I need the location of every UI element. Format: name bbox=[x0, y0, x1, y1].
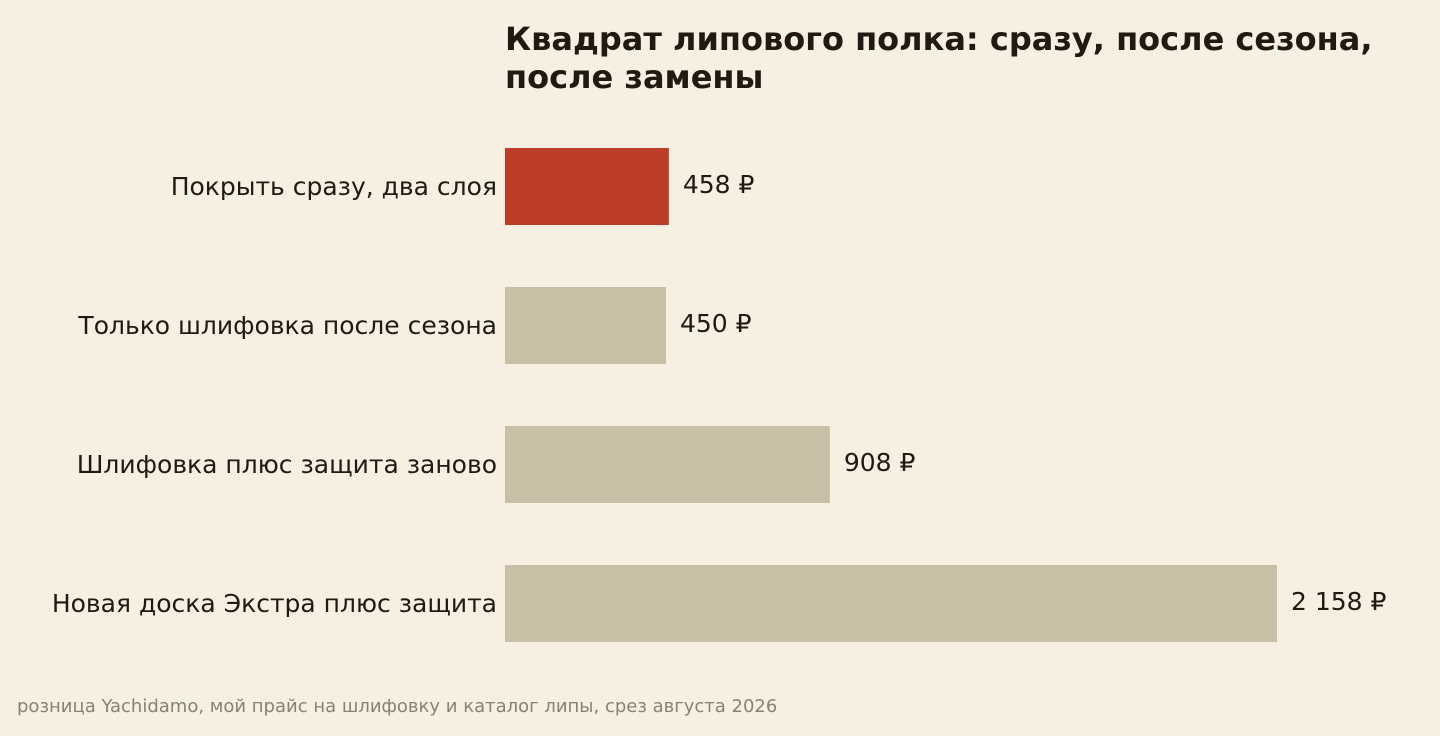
category-label: Только шлифовка после сезона bbox=[77, 311, 497, 340]
bar bbox=[505, 287, 666, 364]
chart-title: Квадрат липового полка: сразу, после сез… bbox=[505, 20, 1373, 96]
bar bbox=[505, 565, 1277, 642]
category-label: Новая доска Экстра плюс защита bbox=[52, 589, 497, 618]
value-label: 458 ₽ bbox=[683, 170, 755, 199]
value-label: 908 ₽ bbox=[844, 448, 916, 477]
value-label: 2 158 ₽ bbox=[1291, 587, 1387, 616]
source-note: розница Yachidamo, мой прайс на шлифовку… bbox=[17, 696, 778, 717]
category-label: Шлифовка плюс защита заново bbox=[77, 450, 497, 479]
value-label: 450 ₽ bbox=[680, 309, 752, 338]
category-label: Покрыть сразу, два слоя bbox=[171, 172, 497, 201]
bar bbox=[505, 426, 830, 503]
bar bbox=[505, 148, 669, 225]
